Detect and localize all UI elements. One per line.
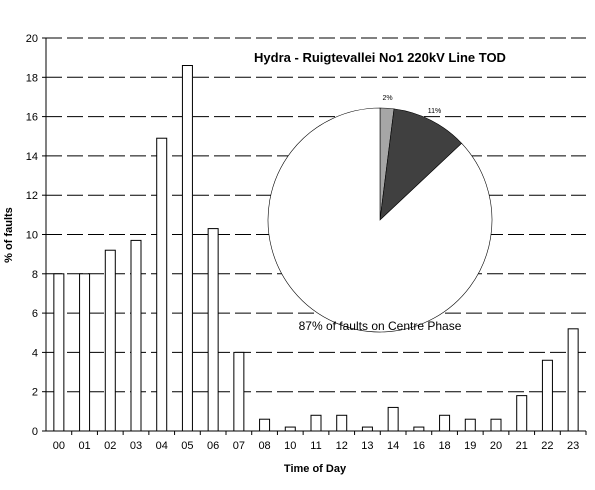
bar-06	[207, 228, 219, 432]
bar-18	[439, 414, 451, 432]
x-axis-title: Time of Day	[284, 463, 347, 475]
x-tick-label: 02	[104, 440, 116, 452]
bar-20	[490, 418, 502, 432]
x-tick-label: 16	[413, 440, 425, 452]
bar-16	[413, 426, 425, 432]
y-tick-label: 20	[26, 33, 38, 45]
pie-caption: 87% of faults on Centre Phase	[299, 319, 462, 333]
x-tick-label: 12	[336, 440, 348, 452]
bar-07	[233, 351, 245, 432]
x-tick-label: 03	[130, 440, 142, 452]
bar-14	[387, 406, 399, 432]
bar-04	[156, 137, 168, 432]
bar-02	[104, 249, 116, 432]
bar-13	[361, 426, 373, 432]
x-tick-label: 04	[156, 440, 168, 452]
bar-23	[567, 328, 579, 432]
x-tick-label: 19	[464, 440, 476, 452]
bar-22	[541, 359, 553, 432]
x-tick-label: 08	[258, 440, 270, 452]
bar-19	[464, 418, 476, 432]
y-tick-label: 0	[32, 426, 38, 438]
bar-11	[310, 414, 322, 432]
bars	[53, 65, 579, 432]
x-tick-label: 01	[78, 440, 90, 452]
x-tick-label: 06	[207, 440, 219, 452]
pie-chart: 2% 11%	[267, 95, 493, 333]
bar-03	[130, 239, 142, 432]
x-tick-label: 13	[361, 440, 373, 452]
pie-label-1: 11%	[428, 108, 442, 115]
x-tick-label: 22	[541, 440, 553, 452]
x-tick-label: 11	[310, 440, 321, 452]
x-tick-label: 10	[284, 440, 296, 452]
y-tick-label: 12	[26, 190, 38, 202]
x-tick-label: 18	[438, 440, 450, 452]
y-tick-label: 4	[32, 347, 38, 359]
y-tick-label: 10	[26, 230, 38, 242]
y-tick-labels: 0 2 4 6 8 10 12 14 16 18 20	[26, 33, 46, 438]
y-tick-label: 6	[32, 308, 38, 320]
x-tick-label: 21	[516, 440, 528, 452]
x-tick-label: 00	[53, 440, 65, 452]
pie-slice-2	[267, 107, 493, 333]
bar-01	[79, 273, 91, 432]
bar-21	[516, 395, 528, 432]
y-tick-label: 18	[26, 72, 38, 84]
y-tick-label: 8	[32, 269, 38, 281]
x-tick-label: 14	[387, 440, 399, 452]
bar-05	[181, 65, 193, 432]
chart-title: Hydra - Ruigtevallei No1 220kV Line TOD	[254, 50, 506, 65]
y-tick-label: 14	[26, 151, 38, 163]
bar-00	[53, 273, 65, 432]
x-tick-label: 07	[233, 440, 245, 452]
pie-label-0: 2%	[382, 95, 392, 102]
x-tick-label: 20	[490, 440, 502, 452]
x-tick-label: 23	[567, 440, 579, 452]
y-tick-label: 2	[32, 387, 38, 399]
bar-10	[284, 426, 296, 432]
y-axis-title: % of faults	[3, 207, 15, 263]
x-tick-labels: 00 01 02 03 04 05 06 07 08 10 11 12 13 14 16 18 19 20 21 22…	[53, 431, 587, 452]
y-tick-label: 16	[26, 112, 38, 124]
pie-slice-1	[379, 108, 463, 221]
x-tick-label: 05	[181, 440, 193, 452]
bar-08	[259, 418, 271, 432]
bar-12	[336, 414, 348, 432]
